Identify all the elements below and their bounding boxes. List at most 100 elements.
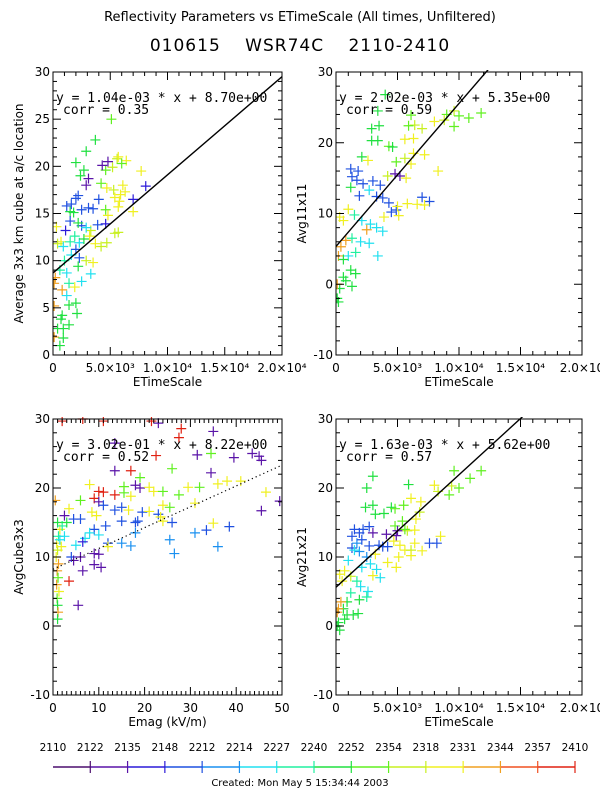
data-point <box>410 514 421 525</box>
data-point <box>402 198 413 209</box>
data-point <box>56 314 67 325</box>
colorbar-label: 2214 <box>226 742 253 754</box>
data-point <box>85 225 96 236</box>
axis-ticks <box>52 418 283 696</box>
data-point <box>247 448 258 459</box>
data-point <box>130 517 141 528</box>
data-point <box>386 207 397 218</box>
data-point <box>343 204 354 215</box>
data-point <box>93 194 104 205</box>
data-point <box>346 543 357 554</box>
colorbar-label: 2318 <box>412 742 439 754</box>
correlation-label: corr = 0.59 <box>346 103 432 118</box>
data-point <box>361 224 372 235</box>
data-point <box>53 238 63 249</box>
scatter-plot-2: 0 5.0×10³ 1.0×10⁴ 1.5×10⁴ 2.0×10-100102030ET… <box>295 65 600 389</box>
data-point <box>100 520 111 531</box>
data-point <box>70 540 81 551</box>
data-point <box>391 562 402 573</box>
y-tick-label: 20 <box>35 481 50 495</box>
data-point <box>109 438 120 449</box>
data-point <box>72 308 83 319</box>
data-point <box>60 225 71 236</box>
data-point <box>339 614 350 625</box>
data-point <box>125 491 136 502</box>
data-point <box>336 596 346 607</box>
data-point <box>75 514 86 525</box>
y-tick-label: 0 <box>42 619 50 633</box>
data-point <box>69 282 80 293</box>
data-point <box>367 570 378 581</box>
data-point <box>128 194 139 205</box>
x-tick-label: 30 <box>183 701 198 715</box>
fit-equation: y = 1.04e-03 * x + 8.70e+00 <box>56 91 267 106</box>
data-point <box>346 281 357 292</box>
data-point <box>101 183 112 194</box>
data-point <box>89 548 100 559</box>
data-point <box>93 549 104 560</box>
y-axis-title: Average 3x3 km cube at a/c location <box>12 103 26 323</box>
data-point <box>61 290 72 301</box>
data-point <box>116 158 127 169</box>
data-point <box>358 524 369 535</box>
data-point <box>412 199 423 210</box>
data-point <box>78 165 89 176</box>
data-point <box>89 559 100 570</box>
data-point <box>393 552 404 562</box>
x-tick-label: 1.5×10⁴ <box>200 361 249 375</box>
data-point <box>61 517 72 528</box>
data-point <box>85 268 96 279</box>
data-point <box>84 231 95 242</box>
x-axis-title: Emag (kV/m) <box>128 715 206 729</box>
data-point <box>189 527 200 538</box>
data-point <box>362 586 373 597</box>
colorbar-label: 2227 <box>263 742 290 754</box>
y-tick-label: -10 <box>313 688 333 702</box>
colorbar-label: 2122 <box>77 742 104 754</box>
y-tick-label: 10 <box>35 254 50 268</box>
data-point <box>387 141 398 152</box>
data-point <box>148 486 159 497</box>
colorbar-label: 2354 <box>375 742 402 754</box>
x-axis-title: ETimeScale <box>133 375 202 389</box>
colorbar-label: 2212 <box>189 742 216 754</box>
data-point <box>201 525 212 536</box>
colorbar-label: 2331 <box>450 742 477 754</box>
data-point <box>355 236 366 247</box>
data-point <box>64 576 75 587</box>
data-point <box>356 534 367 545</box>
data-point <box>53 586 64 597</box>
axis-ticks <box>52 71 283 356</box>
data-point <box>96 562 107 573</box>
x-tick-label: 2.0×10 <box>560 361 600 375</box>
data-point <box>169 548 180 559</box>
data-point <box>53 323 63 334</box>
data-point <box>75 170 86 181</box>
data-point <box>76 204 87 215</box>
data-point <box>345 587 356 598</box>
data-point <box>419 200 430 211</box>
x-tick-label: 1.0×10⁴ <box>434 361 483 375</box>
data-point <box>391 156 402 167</box>
data-point <box>167 463 178 474</box>
data-point <box>380 89 391 100</box>
data-point <box>414 507 425 518</box>
data-point <box>125 465 136 476</box>
data-point <box>73 190 84 201</box>
data-point <box>367 500 378 511</box>
x-tick-label: 0 <box>49 361 57 375</box>
data-point <box>394 540 405 551</box>
x-tick-label: 5.0×10³ <box>373 701 422 715</box>
data-point <box>194 482 205 493</box>
data-point <box>153 509 164 520</box>
data-point <box>173 489 184 500</box>
y-axis-title: AvgCube3x3 <box>12 519 26 595</box>
data-point <box>176 423 187 434</box>
data-point <box>64 278 75 289</box>
fit-equation: y = 3.02e-01 * x + 8.22e+00 <box>56 438 267 453</box>
data-point <box>367 471 378 482</box>
data-point <box>135 483 146 493</box>
data-points <box>53 417 282 625</box>
data-point <box>192 449 203 460</box>
data-point <box>212 541 223 552</box>
